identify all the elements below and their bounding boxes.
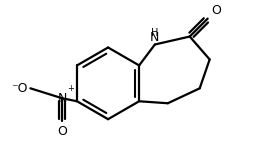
Text: O: O	[212, 4, 221, 17]
Text: N: N	[58, 92, 67, 105]
Text: +: +	[67, 84, 74, 93]
Text: N: N	[150, 31, 160, 43]
Text: H: H	[151, 28, 158, 38]
Text: ⁻O: ⁻O	[11, 82, 27, 95]
Text: O: O	[57, 125, 67, 138]
